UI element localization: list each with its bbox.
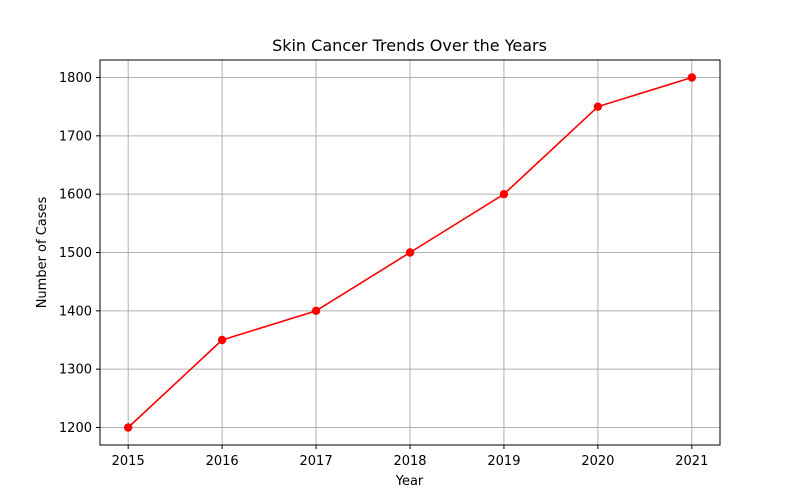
x-tick-label: 2019 xyxy=(487,454,520,469)
y-tick-label: 1800 xyxy=(59,71,92,86)
y-axis-label: Number of Cases xyxy=(35,196,50,308)
x-axis-label: Year xyxy=(395,474,424,489)
x-tick-label: 2021 xyxy=(675,454,708,469)
data-point xyxy=(217,335,227,345)
y-tick-label: 1600 xyxy=(59,188,92,203)
data-point xyxy=(123,423,133,432)
x-tick-label: 2015 xyxy=(112,454,145,469)
chart-title: Skin Cancer Trends Over the Years xyxy=(272,36,547,55)
y-tick-label: 1700 xyxy=(59,129,92,144)
x-tick-label: 2017 xyxy=(300,454,333,469)
x-tick-label: 2018 xyxy=(393,454,426,469)
x-tick-label: 2016 xyxy=(206,454,239,469)
y-tick-label: 1300 xyxy=(59,363,92,378)
data-point xyxy=(593,102,603,111)
y-tick-label: 1400 xyxy=(59,304,92,319)
x-tick-label: 2020 xyxy=(581,454,614,469)
data-point xyxy=(687,73,697,82)
data-point xyxy=(405,248,415,257)
grid xyxy=(100,60,720,445)
x-axis: 2015 2016 2017 2018 2019 2020 2021 xyxy=(112,445,708,469)
y-axis: 1200 1300 1400 1500 1600 1700 1800 xyxy=(59,71,100,436)
y-tick-label: 1500 xyxy=(59,246,92,261)
data-point xyxy=(311,306,321,316)
series-layer xyxy=(123,73,697,432)
y-tick-label: 1200 xyxy=(59,421,92,436)
data-point xyxy=(499,189,509,199)
